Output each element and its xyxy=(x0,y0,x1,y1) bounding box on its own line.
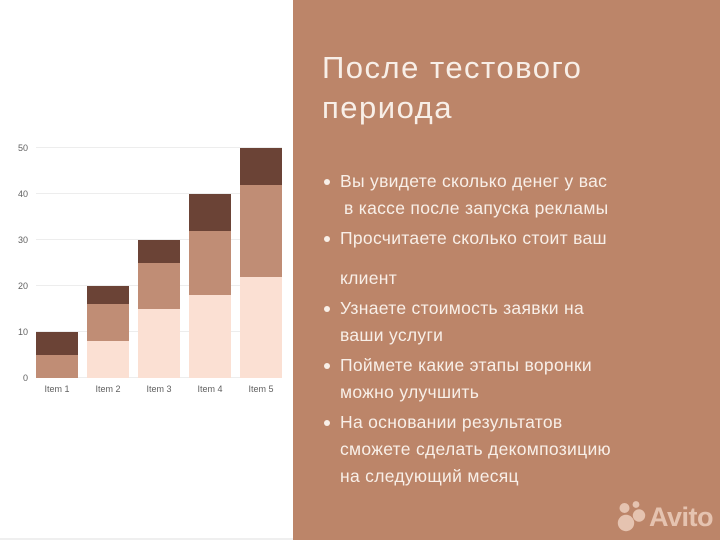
title-line-1: После тестового xyxy=(322,50,583,85)
bullet-line: Просчитаете сколько стоит ваш xyxy=(340,228,607,248)
bullet-line: сможете сделать декомпозицию xyxy=(340,439,611,459)
bullet-dot-icon xyxy=(324,306,330,312)
chart-yaxis: 0 10 20 30 40 50 xyxy=(0,143,30,383)
bar-segment-bottom-light xyxy=(189,295,231,378)
x-tick-label: Item 2 xyxy=(95,384,121,394)
bullet-line: Поймете какие этапы воронки xyxy=(340,355,592,375)
bullet-line: ваши услуги xyxy=(340,325,444,345)
slide-bottom-edge xyxy=(0,538,293,540)
list-item: На основании результатов сможете сделать… xyxy=(322,409,704,490)
x-tick-label: Item 3 xyxy=(146,384,172,394)
chart-bars xyxy=(36,148,282,378)
bar-item-3 xyxy=(138,240,180,378)
gridline xyxy=(36,147,282,148)
page-title: После тестового периода xyxy=(322,48,702,128)
gridline xyxy=(36,193,282,194)
bullet-dot-icon xyxy=(324,179,330,185)
stacked-bar-chart: 0 10 20 30 40 50 Item 1 Item 2 Item 3 Item 4 Item… xyxy=(0,0,293,540)
y-tick-label: 10 xyxy=(17,327,28,337)
bar-item-2 xyxy=(87,286,129,378)
y-tick-label: 20 xyxy=(17,281,28,291)
bar-segment-top-dark xyxy=(138,240,180,263)
x-tick-label: Item 4 xyxy=(197,384,223,394)
bar-item-5 xyxy=(240,148,282,378)
y-tick-label: 40 xyxy=(17,189,28,199)
x-tick-label: Item 1 xyxy=(44,384,70,394)
bar-segment-middle-tan xyxy=(189,230,231,296)
bar-segment-middle-tan xyxy=(240,184,282,277)
list-item: Узнаете стоимость заявки на ваши услуги xyxy=(322,295,704,349)
gridline xyxy=(36,239,282,240)
bullet-dot-icon xyxy=(324,420,330,426)
list-item: Просчитаете сколько стоит ваш клиент xyxy=(322,225,704,292)
y-tick-label: 50 xyxy=(17,143,28,153)
bar-segment-top-dark xyxy=(87,286,129,305)
bar-segment-top-dark xyxy=(36,332,78,355)
bar-segment-bottom-light xyxy=(138,309,180,378)
bullet-dot-icon xyxy=(324,363,330,369)
bullet-line: Вы увидете сколько денег у вас xyxy=(340,171,608,191)
bullet-line: можно улучшить xyxy=(340,382,480,402)
bar-segment-bottom-light xyxy=(240,276,282,378)
bullet-line: на следующий месяц xyxy=(340,466,519,486)
title-line-2: периода xyxy=(322,90,453,125)
y-tick-label: 0 xyxy=(22,373,28,383)
avito-logo-text: Avito xyxy=(649,501,714,532)
bullet-dot-icon xyxy=(324,236,330,242)
bullet-line: На основании результатов xyxy=(340,412,563,432)
bar-item-4 xyxy=(189,194,231,378)
bullet-line: Узнаете стоимость заявки на xyxy=(340,298,585,318)
bar-segment-middle-tan xyxy=(138,263,180,309)
bar-segment-top-dark xyxy=(240,148,282,185)
bullet-line: клиент xyxy=(340,268,398,288)
bar-item-1 xyxy=(36,332,78,378)
bar-segment-top-dark xyxy=(189,194,231,231)
chart-plot xyxy=(36,147,282,378)
bar-segment-bottom-light xyxy=(87,341,129,378)
list-item: Поймете какие этапы воронки можно улучши… xyxy=(322,352,704,406)
bullet-list: Вы увидете сколько денег у вас в кассе п… xyxy=(322,168,704,493)
bullet-line: в кассе после запуска рекламы xyxy=(344,198,609,218)
list-item: Вы увидете сколько денег у вас в кассе п… xyxy=(322,168,704,222)
chart-xaxis: Item 1 Item 2 Item 3 Item 4 Item 5 xyxy=(36,384,282,394)
bar-segment-middle-tan xyxy=(36,355,78,378)
x-tick-label: Item 5 xyxy=(248,384,274,394)
text-panel: После тестового периода Вы увидете сколь… xyxy=(293,0,720,540)
bar-segment-middle-tan xyxy=(87,304,129,342)
avito-logo-icon xyxy=(617,501,646,532)
avito-watermark: Avito xyxy=(615,500,714,533)
y-tick-label: 30 xyxy=(17,235,28,245)
